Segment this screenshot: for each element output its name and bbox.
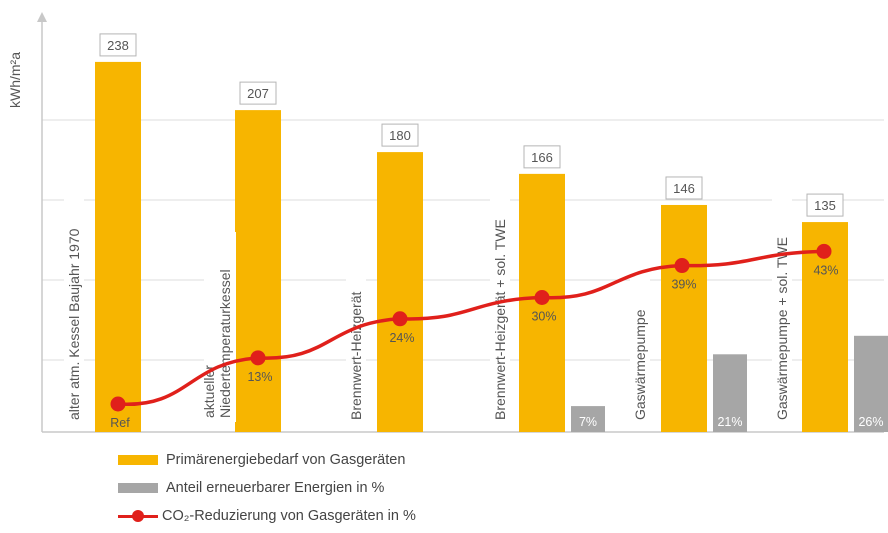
co2-reduction-point: [110, 396, 126, 412]
bar-primary-energy: [95, 61, 141, 432]
data-label-primary-energy: 238: [107, 38, 129, 53]
category-label-background: [490, 140, 510, 422]
bar-primary-energy: [377, 152, 423, 432]
category-label: Brennwert-Heizgerät + sol. TWE: [492, 219, 508, 420]
category-label-background: [630, 232, 650, 422]
category-label: Brennwert-Heizgerät: [348, 292, 364, 420]
co2-reduction-point: [250, 350, 266, 366]
legend-item-co2-reduction: CO₂-Reduzierung von Gasgeräten in %: [118, 502, 416, 530]
data-label-co2-reduction: 24%: [389, 331, 414, 345]
legend-label-co2-reduction: CO₂-Reduzierung von Gasgeräten in %: [162, 508, 416, 524]
data-label-primary-energy: 135: [814, 198, 836, 213]
category-label-background: [64, 150, 84, 422]
bar-renewable-share: [713, 354, 747, 432]
legend-item-renewable-share: Anteil erneuerbarer Energien in %: [118, 474, 416, 502]
data-label-renewable-share: 26%: [858, 415, 883, 429]
bar-primary-energy: [235, 110, 281, 433]
co2-reduction-point: [392, 311, 408, 327]
legend: Primärenergiebedarf von Gasgeräten Antei…: [118, 446, 416, 530]
bar-renewable-share: [854, 335, 888, 432]
data-label-box: [381, 123, 419, 147]
category-label: Gaswärmepumpe + sol. TWE: [774, 237, 790, 420]
category-label-background: [204, 232, 236, 422]
data-label-primary-energy: 166: [531, 150, 553, 165]
data-label-renewable-share: 7%: [579, 415, 597, 429]
data-label-box: [99, 33, 137, 57]
data-label-co2-reduction: 43%: [813, 263, 838, 277]
co2-reduction-line: [116, 249, 826, 406]
data-label-primary-energy: 146: [673, 181, 695, 196]
bar-renewable-share: [571, 406, 605, 432]
data-label-primary-energy: 207: [247, 86, 269, 101]
legend-label-primary-energy: Primärenergiebedarf von Gasgeräten: [166, 452, 406, 468]
legend-swatch-co2-reduction: [118, 510, 158, 522]
data-label-renewable-share: 21%: [717, 415, 742, 429]
data-label-co2-reduction: Ref: [110, 416, 130, 430]
data-label-box: [239, 81, 277, 105]
data-label-co2-reduction: 30%: [531, 310, 556, 324]
data-label-box: [523, 145, 561, 169]
category-label: aktueller: [201, 365, 217, 418]
co2-reduction-point: [674, 258, 690, 274]
data-label-box: [806, 193, 844, 217]
category-label: Gaswärmepumpe: [632, 309, 648, 420]
legend-label-renewable-share: Anteil erneuerbarer Energien in %: [166, 480, 385, 496]
category-label: Niedertemperaturkessel: [217, 269, 233, 418]
category-label-background: [346, 252, 366, 422]
co2-reduction-point: [816, 243, 832, 259]
data-label-co2-reduction: 13%: [247, 370, 272, 384]
bar-primary-energy: [661, 204, 707, 432]
data-label-primary-energy: 180: [389, 128, 411, 143]
legend-swatch-primary-energy: [118, 455, 158, 465]
y-axis-label: kWh/m²a: [7, 52, 23, 108]
legend-item-primary-energy: Primärenergiebedarf von Gasgeräten: [118, 446, 416, 474]
category-label-background: [772, 192, 792, 422]
y-axis-arrow-icon: [37, 12, 47, 22]
co2-reduction-point: [534, 290, 550, 305]
category-label: alter atm. Kessel Baujahr 1970: [66, 228, 82, 420]
legend-swatch-renewable-share: [118, 483, 158, 493]
data-label-co2-reduction: 39%: [671, 278, 696, 292]
data-label-box: [665, 176, 703, 200]
